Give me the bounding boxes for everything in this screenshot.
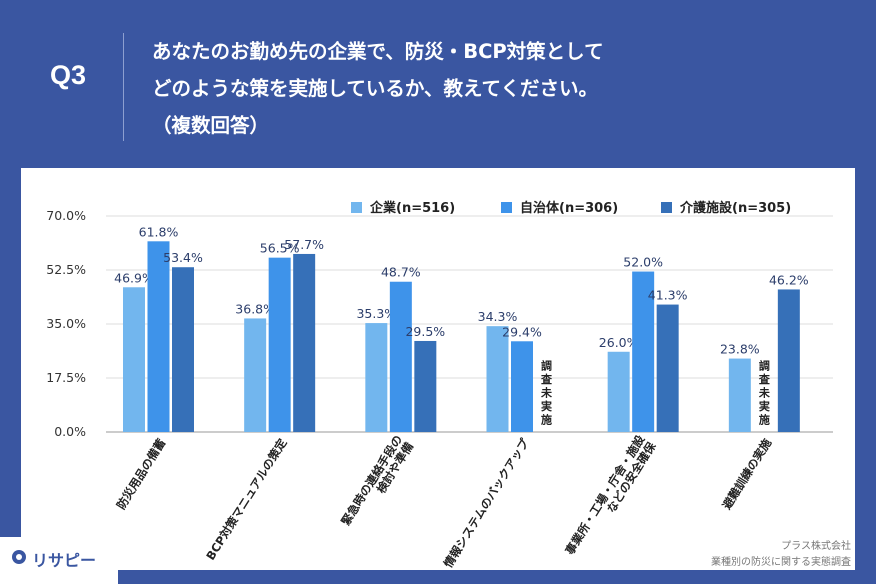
bar [414, 340, 437, 432]
header-divider [123, 33, 124, 141]
legend-item: 介護施設(n=305) [661, 200, 791, 216]
data-label: 57.7% [284, 237, 324, 252]
category-label: 緊急時の連絡手段の検討や準備 [338, 432, 416, 535]
bar [486, 326, 509, 432]
bar [244, 318, 267, 432]
data-label: 23.8% [720, 342, 760, 357]
category-label-line: 情報システムのバックアップ [440, 436, 532, 570]
data-label: 26.0% [599, 335, 639, 350]
bar [656, 304, 679, 432]
brand-badge: リサピー [0, 537, 118, 584]
not-surveyed-char: 実 [541, 399, 552, 413]
bar [293, 253, 316, 432]
category-label: 避難訓練の実施 [720, 436, 775, 512]
source-company: プラス株式会社 [781, 541, 851, 552]
y-tick-label: 0.0% [54, 424, 86, 439]
question-line-3: （複数回答） [152, 114, 270, 137]
bar [365, 323, 388, 432]
y-tick-label: 52.5% [46, 262, 86, 277]
bar [268, 257, 291, 432]
question-line-1: あなたのお勤め先の企業で、防災・BCP対策として [152, 40, 604, 63]
data-label: 52.0% [623, 255, 663, 270]
bar [511, 341, 533, 432]
data-label: 36.8% [235, 301, 275, 316]
bar [172, 267, 194, 432]
question-header: Q3 あなたのお勤め先の企業で、防災・BCP対策として どのような策を実施してい… [0, 0, 876, 160]
not-surveyed-char: 調 [541, 359, 552, 373]
legend-swatch [501, 202, 512, 213]
not-surveyed-note: 調査未実施 [540, 359, 553, 427]
brand-name: リサピー [32, 551, 97, 570]
not-surveyed-char: 施 [541, 413, 552, 427]
category-label-line: 防災用品の備蓄 [114, 436, 169, 512]
data-label: 53.4% [163, 250, 203, 265]
category-label: 事業所・工場・庁舎・施設などの安全確保 [562, 432, 658, 564]
legend-item: 自治体(n=306) [501, 200, 618, 216]
category-label-line: BCP対策マニュアルの策定 [203, 436, 289, 563]
data-label: 61.8% [139, 224, 179, 239]
y-tick-label: 70.0% [46, 208, 86, 223]
category-label: BCP対策マニュアルの策定 [203, 436, 289, 563]
legend-label: 企業(n=516) [369, 200, 455, 216]
data-label: 48.7% [381, 265, 421, 280]
bar [389, 281, 412, 432]
category-label-line: 避難訓練の実施 [720, 436, 775, 512]
data-label: 46.2% [769, 272, 809, 287]
not-surveyed-char: 未 [540, 386, 553, 400]
data-label: 56.5% [260, 241, 300, 256]
y-tick-label: 35.0% [46, 316, 86, 331]
data-label: 46.9% [114, 270, 154, 285]
legend-label: 自治体(n=306) [520, 200, 618, 216]
question-line-2: どのような策を実施しているか、教えてください。 [152, 77, 598, 100]
data-label: 34.3% [478, 309, 518, 324]
brand-logo-icon [12, 550, 26, 564]
not-surveyed-char: 調 [759, 359, 770, 373]
legend-label: 介護施設(n=305) [679, 200, 791, 216]
legend-swatch [661, 202, 672, 213]
not-surveyed-char: 査 [541, 372, 552, 386]
legend-item: 企業(n=516) [351, 200, 455, 216]
data-label: 35.3% [356, 306, 396, 321]
legend-swatch [351, 202, 362, 213]
bar-chart: 0.0% 17.5% 35.0% 52.5% 70.0% 企業(n=516) 自治体(n=3… [46, 200, 833, 570]
not-surveyed-char: 実 [759, 399, 770, 413]
y-tick-label: 17.5% [46, 370, 86, 385]
data-label: 29.5% [405, 324, 445, 339]
not-surveyed-char: 未 [758, 386, 771, 400]
not-surveyed-note: 調査未実施 [758, 359, 771, 427]
category-label-line: 事業所・工場・庁舎・施設 [562, 432, 647, 557]
bar [607, 351, 630, 432]
bar [632, 271, 655, 432]
data-label: 41.3% [648, 288, 688, 303]
bar [777, 289, 800, 432]
bar [123, 287, 145, 432]
source-survey: 業種別の防災に関する実態調査 [711, 557, 851, 568]
category-label: 情報システムのバックアップ [440, 436, 532, 570]
question-number: Q3 [50, 60, 87, 90]
category-label: 防災用品の備蓄 [114, 436, 169, 512]
not-surveyed-char: 施 [759, 413, 770, 427]
bar [728, 358, 751, 432]
chart-card: 0.0% 17.5% 35.0% 52.5% 70.0% 企業(n=516) 自治体(n=3… [21, 168, 855, 570]
not-surveyed-char: 査 [759, 372, 770, 386]
bar [147, 241, 170, 432]
data-label: 29.4% [502, 324, 542, 339]
